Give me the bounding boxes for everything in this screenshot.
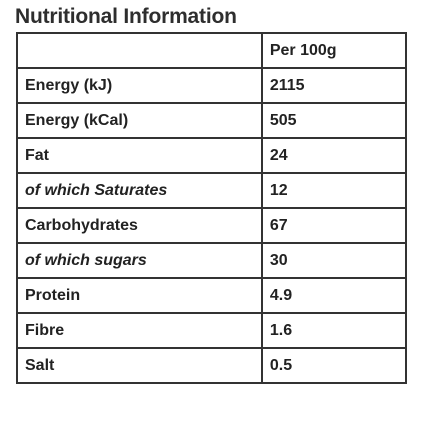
nutrient-value: 1.6 xyxy=(260,312,408,349)
header-per-100g-cell: Per 100g xyxy=(260,32,408,69)
table-row: Protein 4.9 xyxy=(16,277,408,314)
table-row: Salt 0.5 xyxy=(16,347,408,384)
nutrient-value: 2115 xyxy=(260,67,408,104)
nutrient-value: 67 xyxy=(260,207,408,244)
nutrient-value: 0.5 xyxy=(260,347,408,384)
page-title: Nutritional Information xyxy=(15,5,237,28)
nutrient-value: 505 xyxy=(260,102,408,139)
nutrient-label: Fibre xyxy=(16,312,263,349)
nutrient-value: 4.9 xyxy=(260,277,408,314)
nutrition-table: Per 100g Energy (kJ) 2115 Energy (kCal) … xyxy=(16,32,408,384)
nutrient-label: Salt xyxy=(16,347,263,384)
table-row: of which Saturates 12 xyxy=(16,172,408,209)
nutrient-value: 24 xyxy=(260,137,408,174)
table-row: Carbohydrates 67 xyxy=(16,207,408,244)
nutrient-label: Protein xyxy=(16,277,263,314)
header-label-cell xyxy=(16,32,263,69)
nutrient-label: Fat xyxy=(16,137,263,174)
nutrient-label: Energy (kJ) xyxy=(16,67,263,104)
nutrient-label: of which Saturates xyxy=(16,172,263,209)
table-row: Energy (kCal) 505 xyxy=(16,102,408,139)
nutrient-value: 12 xyxy=(260,172,408,209)
nutrient-value: 30 xyxy=(260,242,408,279)
table-row: Fibre 1.6 xyxy=(16,312,408,349)
table-row: Energy (kJ) 2115 xyxy=(16,67,408,104)
table-row: Fat 24 xyxy=(16,137,408,174)
nutrient-label: of which sugars xyxy=(16,242,263,279)
nutrient-label: Energy (kCal) xyxy=(16,102,263,139)
table-header-row: Per 100g xyxy=(16,32,408,69)
table-row: of which sugars 30 xyxy=(16,242,408,279)
nutrient-label: Carbohydrates xyxy=(16,207,263,244)
